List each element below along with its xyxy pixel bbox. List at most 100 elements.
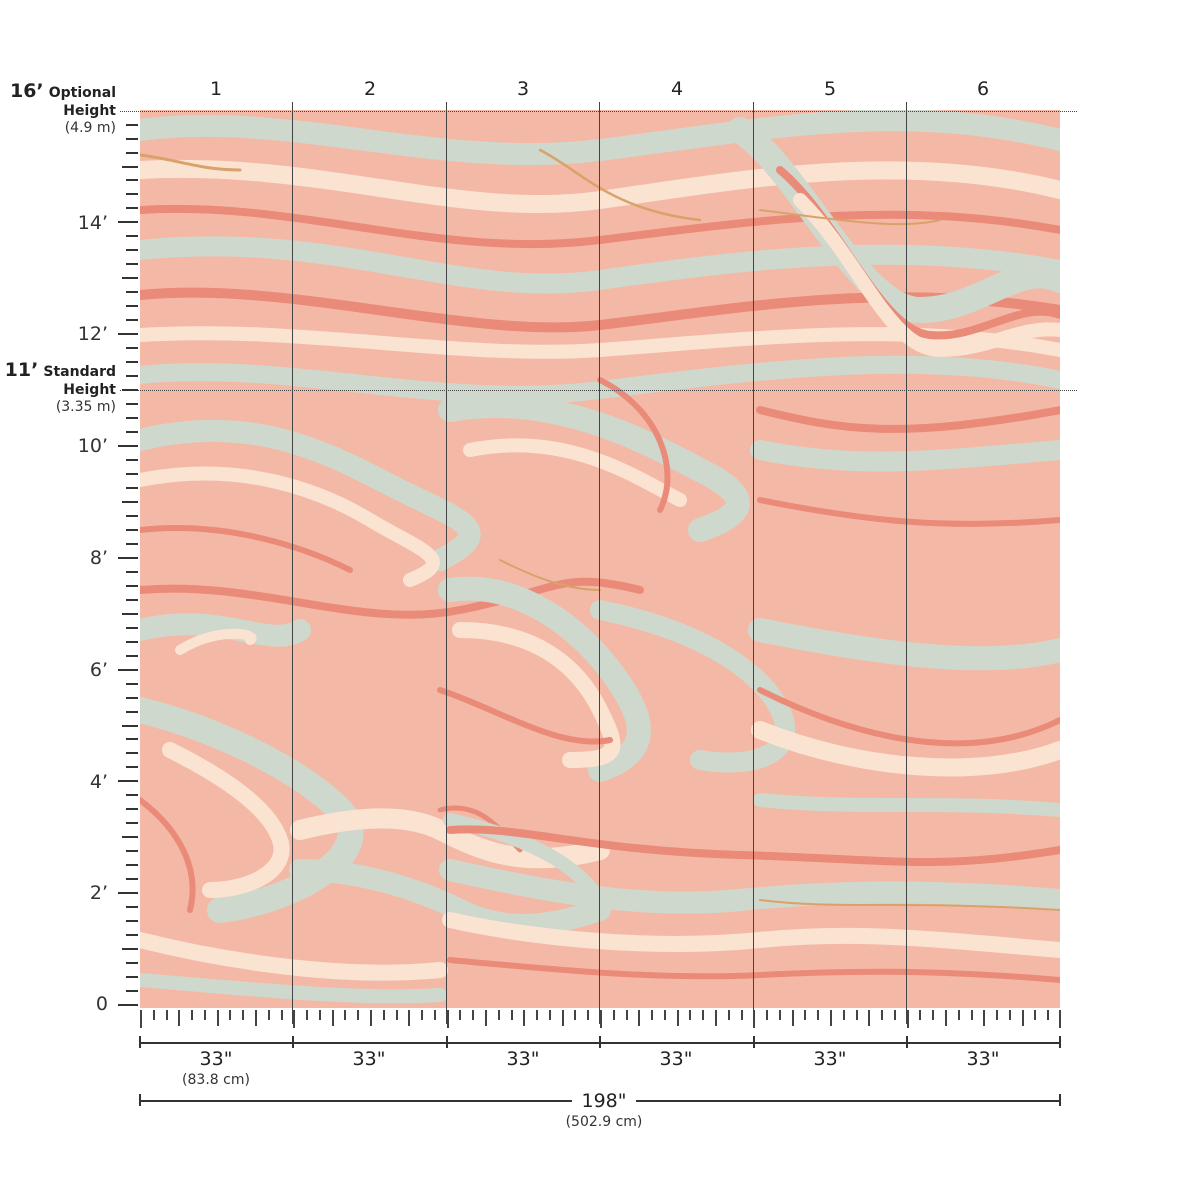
ruler-tick: [118, 445, 138, 447]
ruler-tick: [408, 1010, 410, 1026]
ruler-tick: [306, 1010, 308, 1020]
dimension-cap: [139, 1036, 141, 1048]
optional-height-metric: (4.9 m): [64, 119, 116, 136]
ruler-tick: [126, 976, 138, 978]
ruler-tick: [204, 1010, 206, 1020]
ruler-label-12ft: 12’: [77, 323, 108, 345]
ruler-tick: [118, 221, 138, 223]
ruler-tick: [447, 1010, 449, 1028]
ruler-tick: [319, 1010, 321, 1020]
ruler-tick: [126, 808, 138, 810]
panel-width-label: 33": [659, 1048, 693, 1070]
ruler-label-0: 0: [95, 993, 108, 1015]
total-width-label: 198": [581, 1090, 627, 1112]
panel-divider: [906, 102, 908, 1024]
panel-divider: [446, 102, 448, 1024]
ruler-tick: [332, 1010, 334, 1026]
ruler-label-2ft: 2’: [89, 882, 108, 904]
ruler-tick: [856, 1010, 858, 1020]
ruler-tick: [344, 1010, 346, 1020]
ruler-tick: [126, 361, 138, 363]
ruler-tick: [626, 1010, 628, 1020]
ruler-tick: [126, 934, 138, 936]
dimension-cap: [906, 1036, 908, 1048]
ruler-tick: [945, 1010, 947, 1026]
ruler-tick: [126, 375, 138, 377]
ruler-tick: [126, 906, 138, 908]
ruler-tick: [126, 459, 138, 461]
ruler-tick: [122, 948, 138, 950]
ruler-tick: [357, 1010, 359, 1020]
ruler-tick: [126, 417, 138, 419]
total-width-line-left: [140, 1100, 572, 1102]
ruler-tick: [126, 920, 138, 922]
ruler-tick: [229, 1010, 231, 1020]
ruler-tick: [971, 1010, 973, 1020]
ruler-tick: [153, 1010, 155, 1020]
ruler-tick: [126, 990, 138, 992]
ruler-tick: [779, 1010, 781, 1020]
standard-height-value: 11’: [4, 359, 39, 381]
ruler-tick: [126, 305, 138, 307]
ruler-tick: [741, 1010, 743, 1020]
dimension-cap: [1059, 1036, 1061, 1048]
ruler-tick: [293, 1010, 295, 1028]
standard-height-text-2: Height: [63, 381, 116, 398]
ruler-tick: [651, 1010, 653, 1020]
ruler-tick: [689, 1010, 691, 1020]
ruler-tick: [370, 1010, 372, 1026]
ruler-tick: [118, 333, 138, 335]
panel-number-5: 5: [823, 78, 837, 100]
ruler-tick: [1009, 1010, 1011, 1020]
optional-height-value: 16’: [9, 80, 44, 102]
ruler-tick: [242, 1010, 244, 1020]
ruler-tick: [126, 193, 138, 195]
ruler-tick: [804, 1010, 806, 1020]
ruler-tick: [140, 1010, 142, 1028]
ruler-tick: [932, 1010, 934, 1020]
ruler-tick: [281, 1010, 283, 1020]
ruler-tick: [434, 1010, 436, 1020]
ruler-tick: [126, 697, 138, 699]
panel-divider: [599, 102, 601, 1024]
ruler-tick: [122, 277, 138, 279]
ruler-tick: [587, 1010, 589, 1020]
ruler-tick: [122, 613, 138, 615]
ruler-label-4ft: 4’: [89, 771, 108, 793]
ruler-tick: [118, 892, 138, 894]
ruler-tick: [122, 166, 138, 168]
ruler-tick: [126, 571, 138, 573]
ruler-tick: [122, 836, 138, 838]
ruler-label-14ft: 14’: [77, 212, 108, 234]
dimension-cap: [446, 1036, 448, 1048]
dimension-cap: [139, 1094, 141, 1106]
ruler-tick: [907, 1010, 909, 1028]
optional-height-text-2: Height: [63, 102, 116, 119]
ruler-tick: [126, 124, 138, 126]
ruler-tick: [126, 138, 138, 140]
ruler-tick: [126, 347, 138, 349]
ruler-tick: [459, 1010, 461, 1020]
ruler-tick: [126, 752, 138, 754]
ruler-tick: [830, 1010, 832, 1026]
ruler-tick: [126, 207, 138, 209]
ruler-tick: [523, 1010, 525, 1026]
ruler-tick: [549, 1010, 551, 1020]
ruler-tick: [728, 1010, 730, 1020]
ruler-label-10ft: 10’: [77, 435, 108, 457]
ruler-tick: [178, 1010, 180, 1026]
panel-width-label: 33": [506, 1048, 540, 1070]
panel-width-label: 33": [199, 1048, 233, 1070]
ruler-tick: [126, 794, 138, 796]
ruler-tick: [817, 1010, 819, 1020]
dimension-cap: [753, 1036, 755, 1048]
ruler-tick: [574, 1010, 576, 1020]
ruler-tick: [126, 179, 138, 181]
ruler-tick: [126, 543, 138, 545]
ruler-tick: [191, 1010, 193, 1020]
ruler-tick: [983, 1010, 985, 1026]
ruler-tick: [715, 1010, 717, 1026]
ruler-tick: [118, 669, 138, 671]
ruler-tick: [126, 627, 138, 629]
ruler-tick: [511, 1010, 513, 1020]
